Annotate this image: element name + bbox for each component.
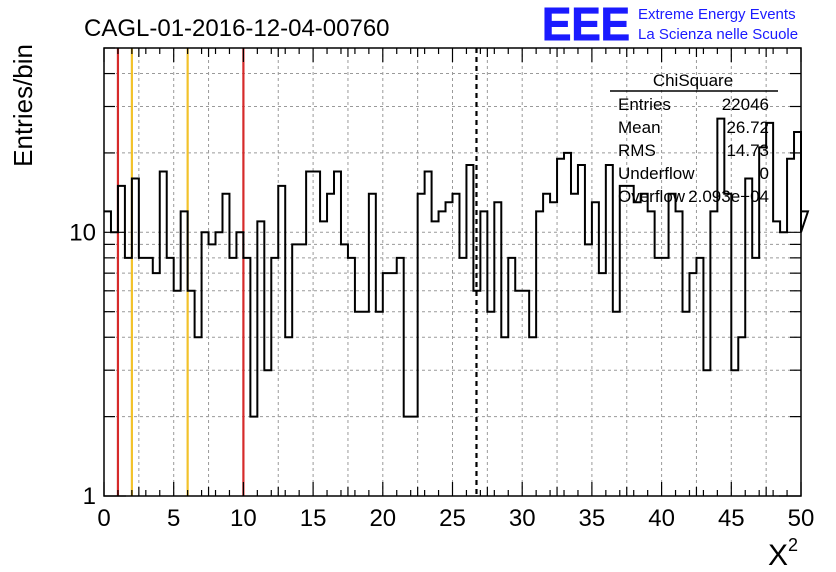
stats-row-value: 26.72 (726, 118, 769, 137)
stats-box-title: ChiSquare (653, 71, 733, 90)
x-tick-label: 40 (648, 505, 675, 532)
y-tick-label: 10 (69, 219, 96, 246)
stats-row-value: 22046 (722, 95, 769, 114)
x-tick-label: 20 (369, 505, 396, 532)
stats-row-value: 2.093e+04 (688, 187, 769, 206)
x-axis-label-superscript: 2 (788, 535, 798, 555)
histogram-line (104, 117, 810, 418)
x-tick-label: 50 (788, 505, 815, 532)
x-tick-label: 45 (718, 505, 745, 532)
y-axis-label: Entries/bin (8, 44, 38, 167)
x-axis-label-base: X (768, 539, 788, 572)
eee-logo-line2: La Scienza nelle Scuole (638, 26, 798, 43)
reference-lines (116, 48, 478, 496)
x-tick-label: 5 (167, 505, 180, 532)
axis-ticks: 0 5 10 15 20 25 30 35 40 45 50 1 10 (69, 47, 815, 532)
eee-logo-line1: Extreme Energy Events (638, 6, 796, 23)
x-tick-label: 15 (300, 505, 327, 532)
x-tick-label: 10 (230, 505, 257, 532)
stats-row-value: 14.73 (726, 141, 769, 160)
stats-row-label: Overflow (618, 187, 686, 206)
x-tick-label: 35 (579, 505, 606, 532)
stats-row-label: RMS (618, 141, 656, 160)
chart-title: CAGL-01-2016-12-04-00760 (84, 15, 390, 42)
eee-logo: EEE Extreme Energy Events La Scienza nel… (542, 0, 799, 51)
x-axis-label-text: X2 (768, 535, 798, 572)
x-axis-label: X2 (768, 535, 798, 572)
x-tick-label: 30 (509, 505, 536, 532)
x-tick-label: 25 (439, 505, 466, 532)
stats-row-label: Entries (618, 95, 671, 114)
eee-logo-mark: EEE (542, 0, 630, 50)
stats-row-label: Underflow (618, 164, 695, 183)
x-tick-label: 0 (97, 505, 110, 532)
stats-box: ChiSquare Entries 22046 Mean 26.72 RMS 14.73 U… (610, 71, 778, 206)
stats-row-label: Mean (618, 118, 661, 137)
y-tick-label: 1 (83, 483, 96, 510)
stats-row-value: 0 (760, 164, 769, 183)
